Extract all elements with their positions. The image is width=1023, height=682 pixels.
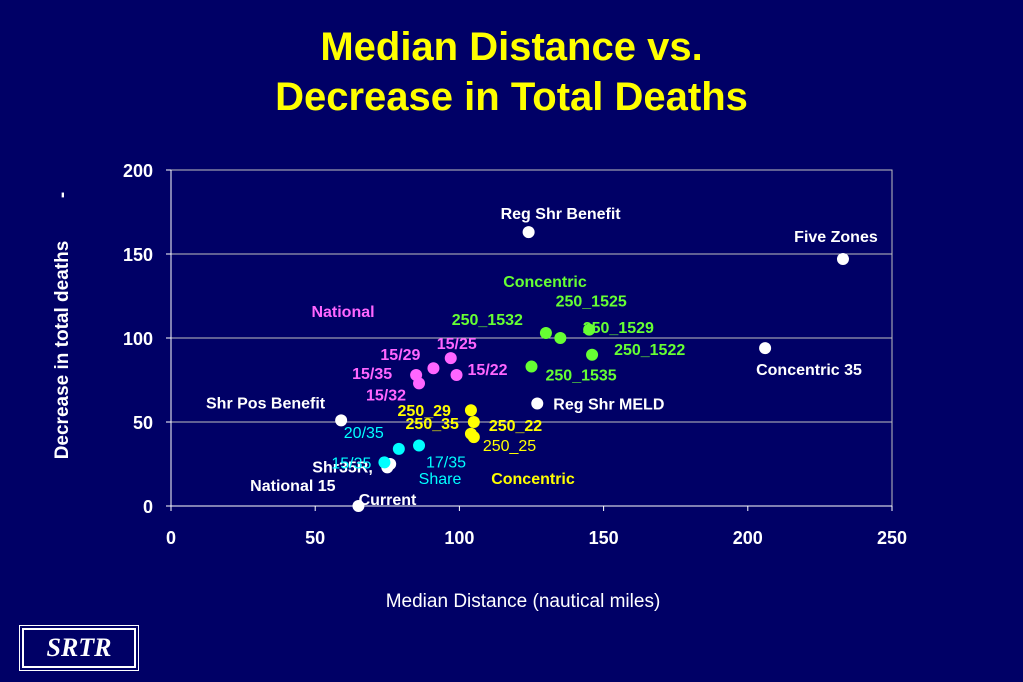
x-tick-label: 0	[166, 528, 176, 548]
point-label: Reg Shr Benefit	[501, 206, 622, 223]
point-magenta	[450, 368, 463, 381]
x-axis-label: Median Distance (nautical miles)	[386, 591, 661, 612]
group-labels: National Concentric Concentric Share	[311, 274, 586, 488]
point-green	[583, 323, 596, 336]
point-label: 15/25	[437, 336, 477, 353]
point-label: 250_1525	[556, 294, 627, 311]
point-white	[352, 500, 365, 512]
gridlines	[171, 169, 892, 423]
point-green	[539, 326, 552, 339]
y-axis-label-suffix: -	[52, 192, 73, 198]
slide-title: Median Distance vs. Decrease in Total De…	[0, 22, 1023, 122]
group-label: Concentric	[491, 471, 575, 488]
point-magenta	[444, 352, 457, 365]
y-tick-label: 100	[123, 329, 153, 349]
point-label: Five Zones	[794, 229, 878, 246]
x-tick-label: 100	[444, 528, 474, 548]
point-cyan	[392, 442, 405, 455]
point-label: 15/32	[366, 387, 406, 404]
point-white	[522, 226, 535, 239]
point-magenta	[413, 377, 426, 390]
group-label: National	[311, 304, 374, 321]
y-tick-label: 200	[123, 161, 153, 181]
point-white	[836, 253, 849, 266]
srtr-logo: SRTR	[19, 625, 139, 671]
point-green	[586, 348, 599, 361]
group-label: Concentric	[503, 274, 587, 291]
point-label: 15/29	[380, 347, 420, 364]
point-label: 250_29	[398, 403, 451, 420]
point-label: 250_1532	[452, 312, 523, 329]
point-label: 15/35	[331, 455, 371, 472]
y-axis-label: Decrease in total deaths	[52, 241, 73, 460]
title-line-2: Decrease in Total Deaths	[275, 75, 748, 119]
point-labels: Reg Shr Benefit Five Zones Concentric 35 Re…	[206, 206, 878, 509]
point-yellow	[467, 431, 480, 444]
point-cyan	[378, 456, 391, 469]
point-label: Reg Shr MELD	[553, 397, 664, 414]
point-label: 250_1535	[546, 368, 617, 385]
point-green	[554, 332, 567, 344]
point-label: 15/22	[468, 362, 508, 379]
x-tick-label: 250	[877, 528, 907, 548]
point-label: Current	[359, 492, 417, 509]
point-label: Shr Pos Benefit	[206, 395, 326, 412]
y-tick-label: 150	[123, 245, 153, 265]
point-label: 250_35	[406, 416, 459, 433]
x-tick-label: 150	[589, 528, 619, 548]
point-white	[335, 414, 348, 427]
x-tick-label: 50	[305, 528, 325, 548]
point-label: 15/35	[352, 366, 392, 383]
y-tick-label: 50	[133, 413, 153, 433]
point-magenta	[427, 362, 440, 375]
point-label: 250_1522	[614, 342, 685, 359]
x-tick-label: 200	[733, 528, 763, 548]
y-tick-label: 0	[143, 497, 153, 517]
point-yellow	[464, 404, 477, 417]
point-label: National 15	[250, 478, 335, 495]
point-label: 250_22	[489, 418, 542, 435]
point-label: 17/35	[426, 455, 466, 472]
point-label: 20/35	[344, 425, 384, 442]
point-label: Shr35R,	[312, 459, 372, 476]
tick-labels: 0 50 100 150 200 0 50 100 150 200 250	[123, 161, 907, 548]
point-white	[759, 342, 772, 355]
group-label: Share	[419, 471, 462, 488]
point-label: 250_1529	[583, 320, 654, 337]
point-label: Concentric 35	[756, 362, 862, 379]
point-cyan	[413, 439, 426, 452]
data-points	[335, 226, 849, 512]
point-yellow	[467, 416, 480, 428]
title-line-1: Median Distance vs.	[320, 25, 703, 69]
point-green	[525, 360, 538, 373]
point-white	[531, 397, 544, 410]
point-label: 250_25	[483, 438, 536, 455]
